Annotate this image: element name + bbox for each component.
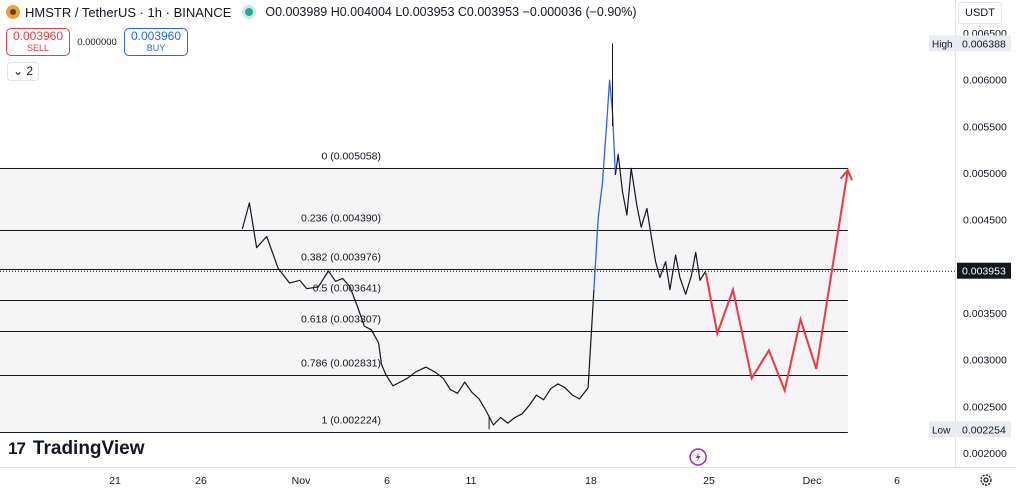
buy-button[interactable]: 0.003960 BUY bbox=[124, 28, 188, 56]
spread-value: 0.000000 bbox=[77, 36, 117, 48]
time-tick-label: 21 bbox=[109, 475, 121, 487]
buy-price: 0.003960 bbox=[130, 29, 182, 43]
time-tick-label: 18 bbox=[585, 475, 597, 487]
high-label-bg bbox=[929, 35, 957, 52]
last-price-value: 0.003953 bbox=[962, 266, 1006, 278]
price-line-pre-rally bbox=[241, 202, 595, 426]
time-tick-label: 6 bbox=[894, 475, 900, 487]
ohlc-readout: O0.003989 H0.004004 L0.003953 C0.003953 … bbox=[265, 5, 637, 19]
brand-name: TradingView bbox=[32, 438, 145, 459]
time-tick-label: 25 bbox=[703, 475, 715, 487]
fib-level-label: 0.382 (0.003976) bbox=[301, 252, 381, 264]
fib-level-label: 0.786 (0.002831) bbox=[301, 358, 381, 370]
time-axis: 21 26 Nov 6 11 18 25 Dec 6 bbox=[0, 467, 1016, 487]
time-tick-label: 11 bbox=[466, 475, 477, 487]
price-tick-label: 0.005000 bbox=[963, 168, 1007, 180]
tradingview-logo[interactable]: 17 TradingView bbox=[8, 438, 145, 460]
fib-level-label: 1 (0.002224) bbox=[321, 415, 381, 427]
price-tick-label: 0.005500 bbox=[963, 121, 1007, 133]
event-markers bbox=[689, 448, 707, 466]
time-tick-label: Dec bbox=[803, 475, 822, 487]
hmstr-logo-icon bbox=[6, 5, 20, 19]
time-tick-label: Nov bbox=[292, 475, 311, 487]
buy-label: BUY bbox=[146, 43, 166, 53]
fib-level-label: 0 (0.005058) bbox=[321, 151, 381, 163]
trade-panel: 0.003960 SELL 0.000000 0.003960 BUY bbox=[6, 28, 188, 56]
fib-level-label: 0.236 (0.004390) bbox=[301, 213, 381, 225]
sell-button[interactable]: 0.003960 SELL bbox=[6, 28, 70, 56]
price-tick-label: 0.006000 bbox=[963, 75, 1007, 87]
low-label-bg bbox=[929, 421, 957, 438]
low-label: Low bbox=[932, 425, 951, 436]
price-tick-label: 0.003500 bbox=[963, 308, 1007, 320]
sell-price: 0.003960 bbox=[12, 29, 64, 43]
chart-header: HMSTR / TetherUS · 1h · BINANCE O0.00398… bbox=[6, 3, 637, 21]
indicator-count: 2 bbox=[26, 64, 34, 78]
price-line-post-rally bbox=[614, 153, 707, 295]
price-tick-label: 0.002000 bbox=[963, 448, 1007, 460]
sell-label: SELL bbox=[26, 43, 50, 53]
projection-line bbox=[704, 170, 849, 394]
fibonacci-retracement: 0 (0.005058) 0.236 (0.004390) 0.382 (0.003… bbox=[0, 151, 848, 433]
fib-level-label: 0.5 (0.003641) bbox=[313, 283, 381, 295]
currency-button[interactable]: USDT bbox=[958, 2, 1002, 24]
price-series bbox=[0, 43, 955, 430]
symbol-title[interactable]: HMSTR / TetherUS · 1h · BINANCE bbox=[25, 4, 232, 20]
lightning-icon[interactable] bbox=[689, 448, 707, 466]
event-marker-bolt bbox=[695, 452, 701, 462]
time-tick-label: 6 bbox=[384, 475, 390, 487]
price-tick-label: 0.002500 bbox=[963, 401, 1007, 413]
live-status-icon bbox=[245, 8, 254, 16]
last-price-tag bbox=[957, 262, 1011, 279]
high-value: 0.006388 bbox=[962, 38, 1006, 50]
price-axis: 0.0065000.0060000.0055000.0050000.004500… bbox=[929, 0, 1011, 467]
high-label: High bbox=[932, 39, 953, 50]
tradingview-logo-icon: 17 bbox=[8, 439, 26, 458]
fib-level-label: 0.618 (0.003307) bbox=[301, 314, 381, 326]
projection-path bbox=[704, 168, 853, 394]
settings-icon[interactable] bbox=[979, 473, 993, 487]
low-value: 0.002254 bbox=[962, 424, 1006, 436]
price-tick-label: 0.003000 bbox=[963, 355, 1007, 367]
high-value-bg bbox=[957, 35, 1011, 52]
projection-arrowhead bbox=[839, 168, 853, 181]
price-tick-label: 0.004500 bbox=[963, 215, 1007, 227]
low-value-bg bbox=[957, 421, 1011, 438]
time-tick-label: 26 bbox=[195, 475, 207, 487]
indicator-toggle[interactable]: ⌄ 2 bbox=[7, 62, 40, 81]
chevron-down-icon: ⌄ bbox=[13, 64, 24, 78]
fib-zone bbox=[0, 167, 848, 433]
